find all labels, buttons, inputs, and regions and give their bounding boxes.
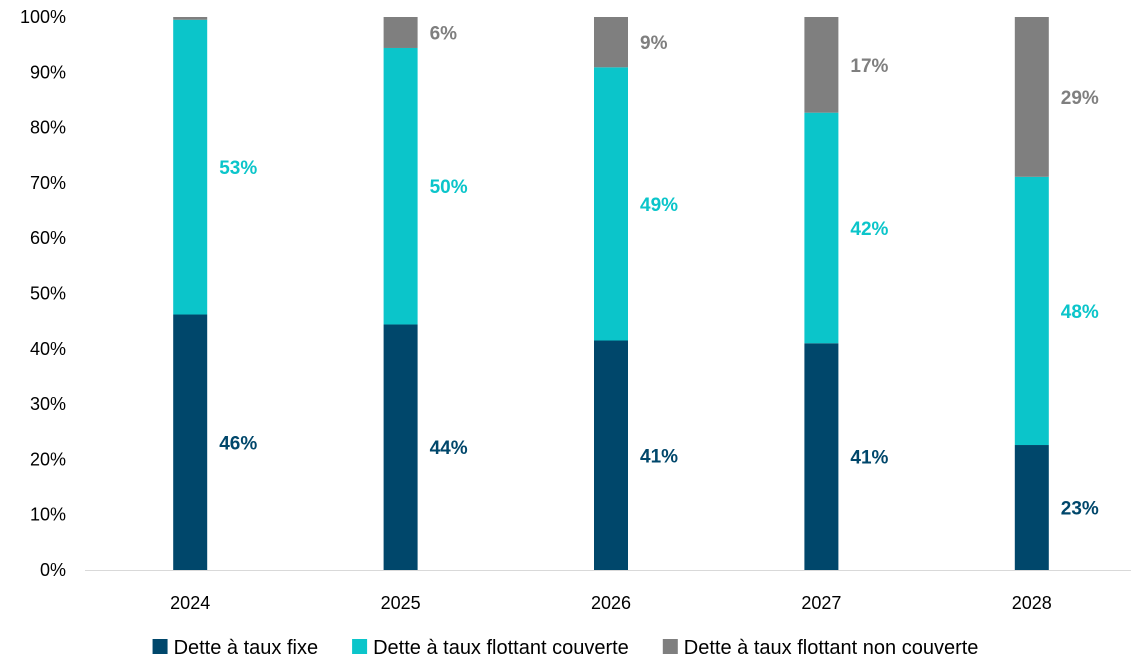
legend-item-1: Dette à taux fixe <box>152 637 319 659</box>
bar-segment-2 <box>383 47 418 325</box>
data-label: 6% <box>430 23 458 44</box>
legend-label: Dette à taux flottant couverte <box>373 637 629 659</box>
data-label: 29% <box>1061 88 1099 109</box>
legend: Dette à taux fixe Dette à taux flottant c… <box>152 637 979 659</box>
data-label: 42% <box>850 219 888 240</box>
y-tick-label: 60% <box>30 228 66 248</box>
data-label: 46% <box>219 433 257 454</box>
bar-segment-1 <box>594 340 628 570</box>
bar-segment-3 <box>804 17 839 113</box>
legend-item-3: Dette à taux flottant non couverte <box>662 637 979 659</box>
data-label: 44% <box>430 438 468 459</box>
y-tick-label: 70% <box>30 173 66 193</box>
bar-segment-3 <box>1014 17 1049 177</box>
legend-swatch <box>152 639 168 654</box>
bar-segment-2 <box>804 112 839 344</box>
y-tick-label: 20% <box>30 449 66 469</box>
data-label: 9% <box>640 33 668 54</box>
y-tick-label: 0% <box>40 560 66 580</box>
x-axis: 2024 2025 2026 2027 2028 <box>170 593 1052 613</box>
y-tick-label: 80% <box>30 118 66 138</box>
bar-segment-2 <box>173 19 208 315</box>
bar-segment-3 <box>383 17 418 48</box>
data-label: 17% <box>850 56 888 77</box>
y-tick-label: 100% <box>20 7 66 27</box>
y-tick-label: 90% <box>30 62 66 82</box>
bar-segment-3 <box>594 17 628 68</box>
y-tick-label: 40% <box>30 339 66 359</box>
bar-segment-1 <box>383 324 418 570</box>
y-tick-label: 50% <box>30 284 66 304</box>
data-label: 41% <box>850 448 888 469</box>
x-tick-label: 2024 <box>170 593 210 613</box>
bar-segment-2 <box>594 67 628 341</box>
data-label: 23% <box>1061 499 1099 520</box>
legend-label: Dette à taux flottant non couverte <box>684 637 979 659</box>
data-label: 41% <box>640 446 678 467</box>
y-tick-label: 10% <box>30 505 66 525</box>
bar-segment-1 <box>1014 445 1049 570</box>
x-tick-label: 2026 <box>591 593 631 613</box>
y-axis: 0% 10% 20% 30% 40% 50% 60% 70% 80% 90% 100% <box>20 7 66 580</box>
legend-swatch <box>662 639 678 654</box>
data-labels: 46% 53% 44% 50% 6% 41% 49% 9% 41% 42% 17% 23% 48% 29% <box>219 23 1099 519</box>
bar-segment-2 <box>1014 176 1049 446</box>
x-tick-label: 2025 <box>381 593 421 613</box>
data-label: 50% <box>430 177 468 198</box>
bars <box>173 17 1049 570</box>
legend-item-2: Dette à taux flottant couverte <box>352 637 629 659</box>
bar-segment-3 <box>173 17 208 20</box>
x-tick-label: 2028 <box>1012 593 1052 613</box>
data-label: 53% <box>219 158 257 179</box>
legend-label: Dette à taux fixe <box>174 637 319 659</box>
bar-segment-1 <box>804 343 839 570</box>
x-tick-label: 2027 <box>801 593 841 613</box>
data-label: 49% <box>640 195 678 216</box>
data-label: 48% <box>1061 302 1099 323</box>
y-tick-label: 30% <box>30 394 66 414</box>
bar-segment-1 <box>173 314 208 570</box>
legend-swatch <box>352 639 368 654</box>
